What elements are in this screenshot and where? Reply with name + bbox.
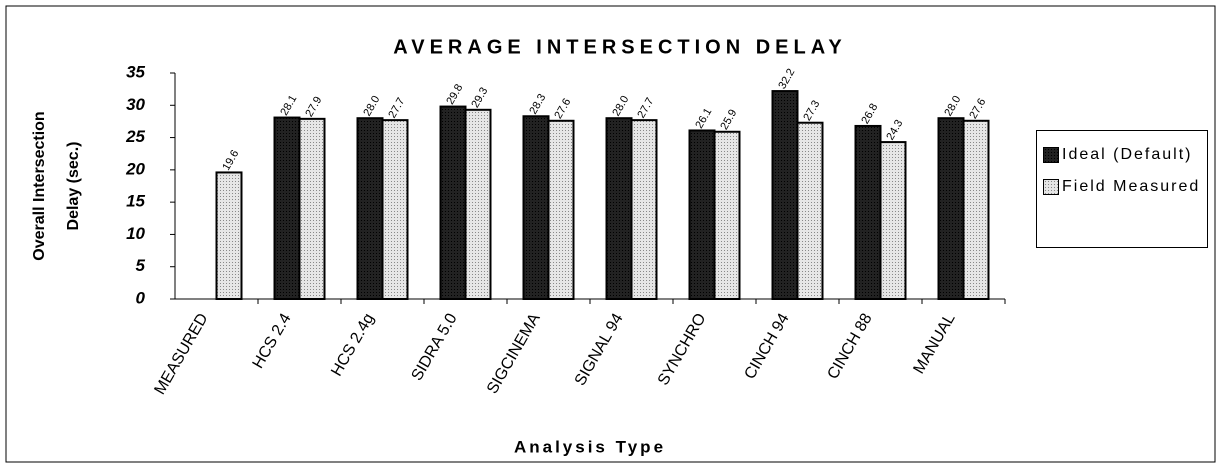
bar [298, 117, 326, 300]
legend-entry: Ideal (Default) [1043, 145, 1201, 165]
y-tick-label: 20 [125, 159, 145, 178]
y-tick-label: 30 [126, 95, 145, 114]
y-axis-title: Delay (sec.) [65, 142, 82, 231]
bar [356, 117, 384, 300]
bar [215, 171, 243, 300]
bar [796, 121, 824, 300]
legend-swatch [1043, 147, 1059, 163]
legend-entry: Field Measured [1043, 177, 1201, 197]
bar [605, 117, 633, 300]
bar [713, 130, 741, 300]
bar [522, 115, 550, 300]
y-tick-label: 15 [126, 192, 145, 211]
x-axis-title: Analysis Type [514, 437, 666, 456]
legend: Ideal (Default) Field Measured [1036, 130, 1208, 248]
y-tick-label: 35 [126, 62, 145, 81]
bar [464, 108, 492, 301]
bar [381, 119, 409, 300]
bar [962, 119, 990, 301]
chart-title: AVERAGE INTERSECTION DELAY [393, 36, 846, 58]
bar [273, 116, 301, 300]
legend-label: Field Measured [1062, 178, 1201, 195]
bar [879, 141, 907, 300]
y-tick-label: 5 [136, 256, 146, 275]
bar [439, 105, 467, 300]
bar [547, 119, 575, 301]
bar [937, 117, 965, 300]
y-tick-label: 0 [136, 288, 146, 307]
y-axis-title: Overall Intersection [31, 111, 48, 260]
y-tick-label: 25 [125, 127, 145, 146]
bar [771, 90, 799, 300]
legend-swatch [1043, 179, 1059, 195]
bar [630, 119, 658, 300]
bar [854, 124, 882, 300]
legend-label: Ideal (Default) [1062, 146, 1193, 163]
bar [688, 129, 716, 300]
y-tick-label: 10 [126, 224, 145, 243]
